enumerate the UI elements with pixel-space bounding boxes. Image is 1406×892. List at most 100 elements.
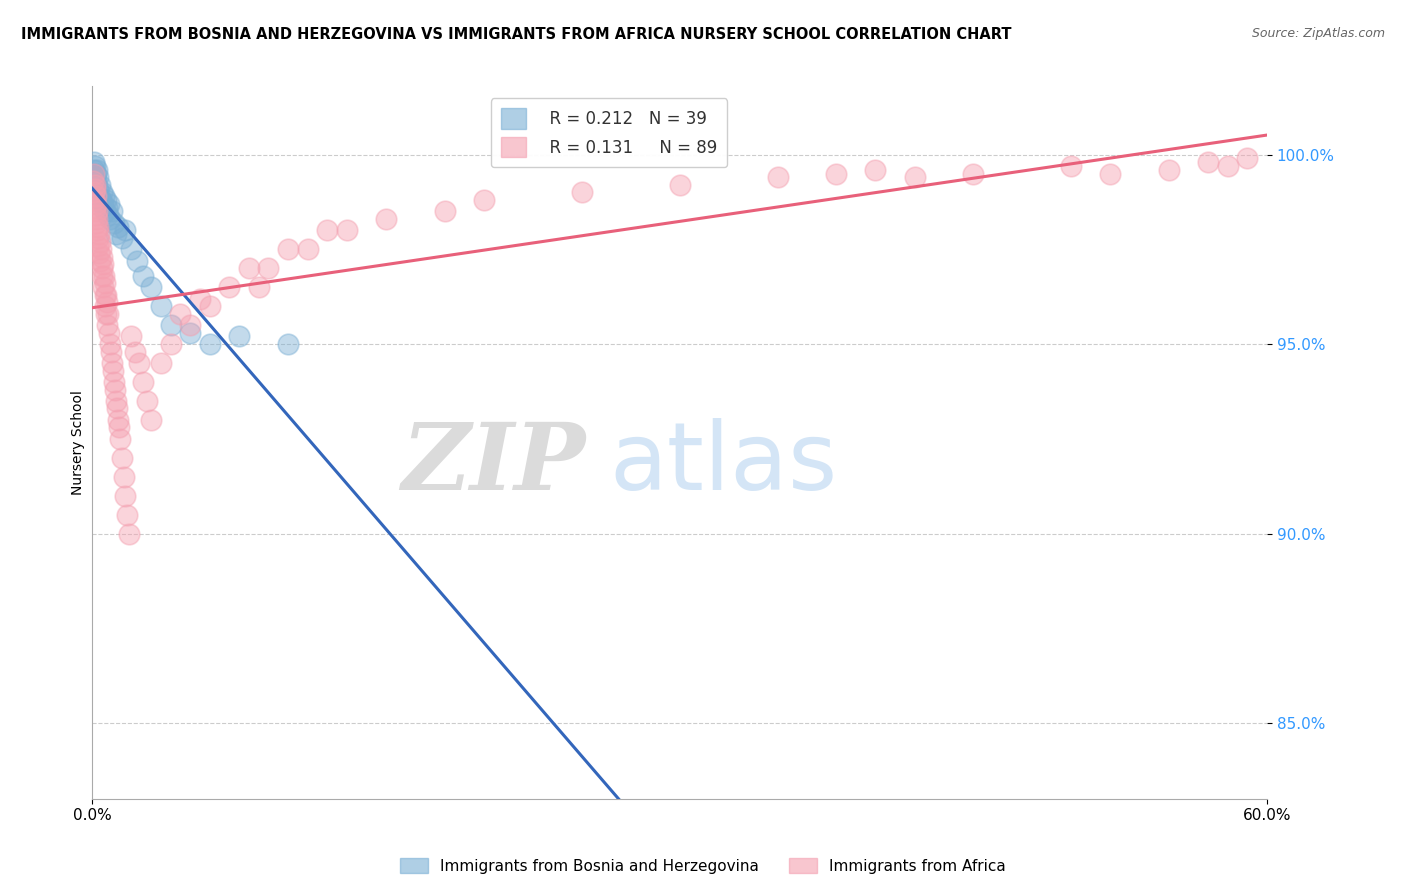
Point <box>97 326 120 340</box>
Point <box>962 167 984 181</box>
Point <box>668 178 690 192</box>
Text: ZIP: ZIP <box>401 419 586 509</box>
Point <box>179 318 201 332</box>
Point <box>127 253 149 268</box>
Point <box>90 261 112 276</box>
Y-axis label: Nursery School: Nursery School <box>72 390 86 495</box>
Point <box>82 167 104 181</box>
Point <box>86 182 108 196</box>
Point <box>105 401 128 416</box>
Point <box>96 318 118 332</box>
Point <box>84 178 107 192</box>
Point <box>903 170 925 185</box>
Point <box>93 268 115 283</box>
Point <box>112 469 135 483</box>
Point <box>107 219 129 234</box>
Point <box>89 253 111 268</box>
Point <box>198 337 221 351</box>
Point <box>86 212 108 227</box>
Point <box>84 201 107 215</box>
Point <box>98 337 121 351</box>
Point <box>87 189 110 203</box>
Point <box>297 242 319 256</box>
Point <box>89 246 111 260</box>
Point <box>96 201 118 215</box>
Point <box>91 197 114 211</box>
Point <box>94 299 117 313</box>
Legend:   R = 0.212   N = 39,   R = 0.131     N = 89: R = 0.212 N = 39, R = 0.131 N = 89 <box>491 98 727 168</box>
Text: atlas: atlas <box>609 418 838 510</box>
Point <box>87 238 110 252</box>
Point <box>103 375 125 389</box>
Point <box>433 204 456 219</box>
Point <box>132 375 155 389</box>
Point <box>766 170 789 185</box>
Point <box>83 182 105 196</box>
Point <box>100 356 122 370</box>
Point <box>84 197 107 211</box>
Point <box>96 307 118 321</box>
Point <box>188 292 211 306</box>
Point <box>98 212 121 227</box>
Point <box>114 223 136 237</box>
Point <box>118 526 141 541</box>
Legend: Immigrants from Bosnia and Herzegovina, Immigrants from Africa: Immigrants from Bosnia and Herzegovina, … <box>394 852 1012 880</box>
Point <box>94 287 117 301</box>
Point <box>84 189 107 203</box>
Point <box>83 162 105 177</box>
Point <box>120 242 142 256</box>
Point <box>104 227 127 241</box>
Point <box>83 167 105 181</box>
Point <box>169 307 191 321</box>
Point <box>86 204 108 219</box>
Point <box>89 235 111 249</box>
Point <box>84 208 107 222</box>
Point <box>83 193 105 207</box>
Point <box>132 268 155 283</box>
Point <box>117 508 139 522</box>
Point <box>91 250 114 264</box>
Point <box>149 299 172 313</box>
Point <box>825 167 848 181</box>
Point <box>277 242 299 256</box>
Point <box>91 257 114 271</box>
Point <box>100 344 122 359</box>
Point <box>104 393 127 408</box>
Point <box>110 231 132 245</box>
Point <box>93 287 115 301</box>
Point <box>107 413 129 427</box>
Point <box>93 189 115 203</box>
Point <box>257 261 280 276</box>
Point <box>89 178 111 192</box>
Point <box>93 280 115 294</box>
Point <box>1236 152 1258 166</box>
Point <box>94 193 117 207</box>
Point <box>114 489 136 503</box>
Point <box>1159 162 1181 177</box>
Point <box>87 227 110 241</box>
Point <box>94 277 117 291</box>
Point <box>472 193 495 207</box>
Point <box>82 174 104 188</box>
Point <box>1099 167 1122 181</box>
Point <box>149 356 172 370</box>
Point <box>128 356 150 370</box>
Point <box>136 393 159 408</box>
Point <box>100 204 122 219</box>
Point <box>86 216 108 230</box>
Point <box>84 170 107 185</box>
Point <box>101 363 124 377</box>
Point <box>97 197 120 211</box>
Point <box>179 326 201 340</box>
Point <box>139 280 162 294</box>
Point <box>108 432 131 446</box>
Point <box>91 186 114 200</box>
Point <box>110 450 132 465</box>
Point <box>1060 159 1083 173</box>
Point <box>86 231 108 245</box>
Point <box>91 268 114 283</box>
Point <box>97 208 120 222</box>
Point <box>1197 155 1219 169</box>
Point <box>316 223 339 237</box>
Point <box>84 174 107 188</box>
